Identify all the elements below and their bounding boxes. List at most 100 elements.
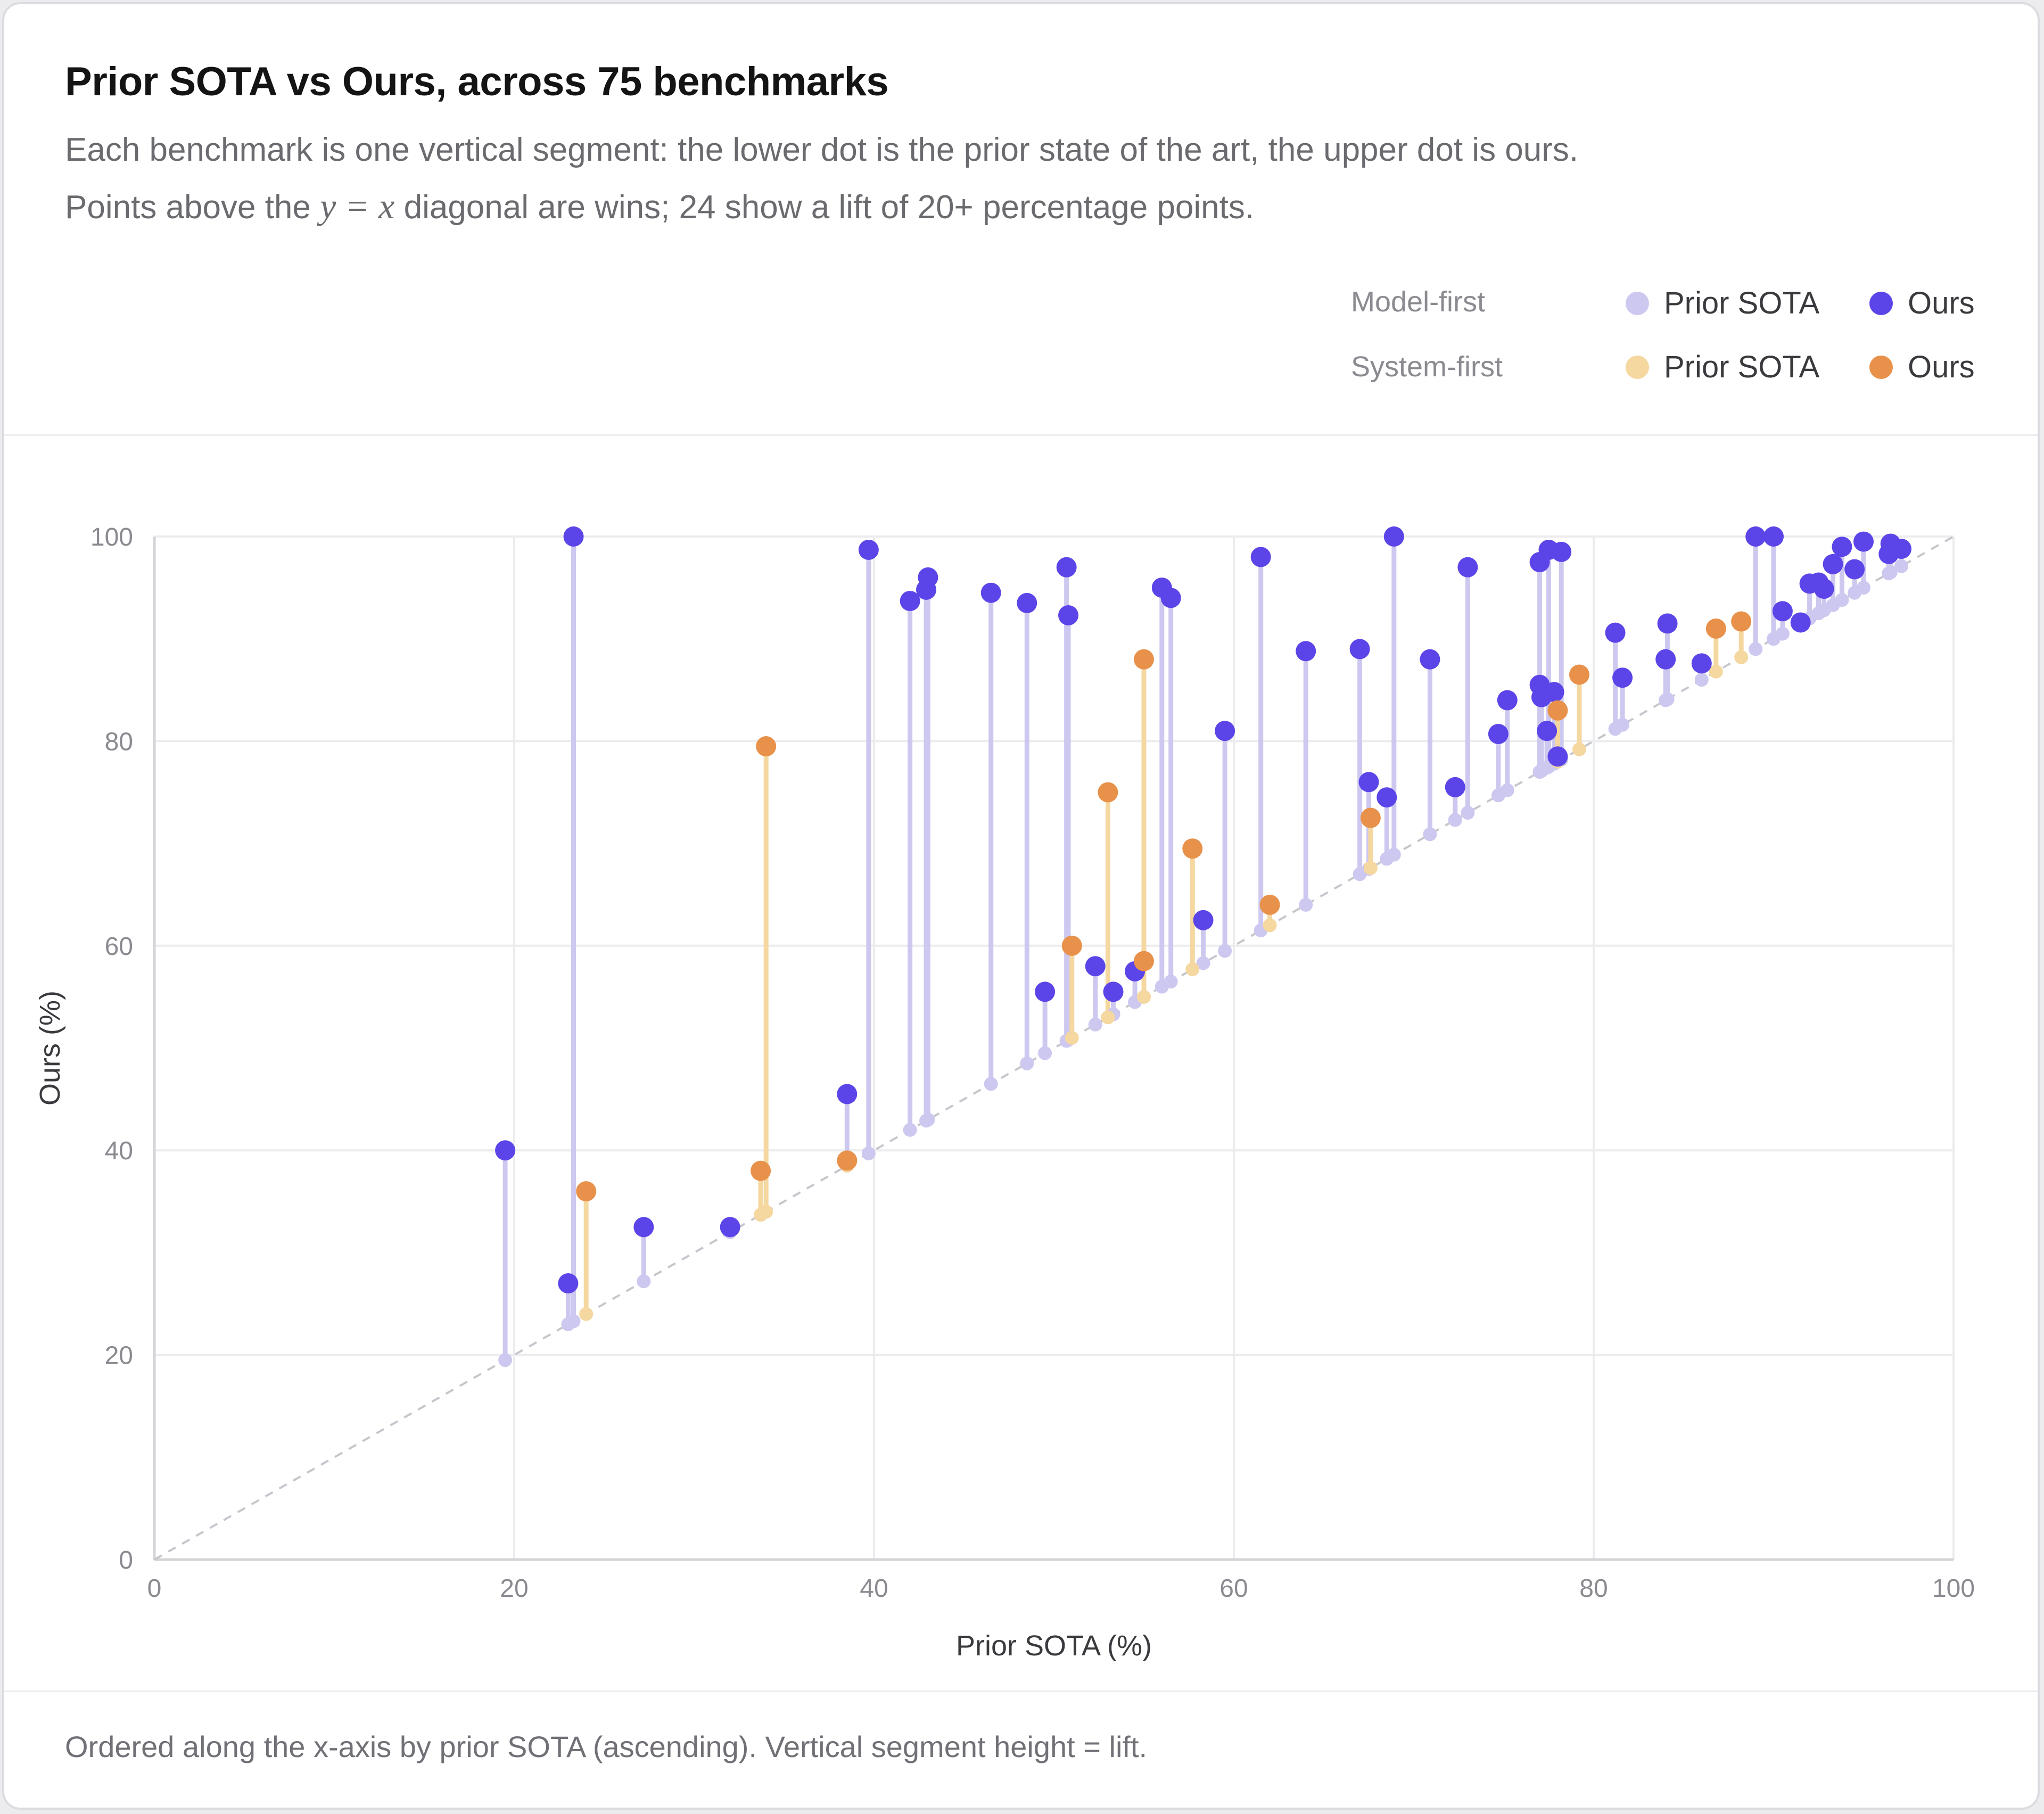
model-first-ours-point [1296,641,1316,662]
system-first-ours-point [1569,664,1589,685]
x-tick-label: 40 [860,1574,888,1603]
diagonal-reference-line [154,535,1954,1561]
model-first-prior-point [1164,975,1178,989]
y-tick-label: 0 [119,1546,133,1574]
model-first-prior-point [1883,565,1898,580]
model-first-ours-point [837,1084,858,1104]
model-first-ours-point [1763,526,1784,547]
legend-model-ours-label: Ours [1908,286,1975,320]
system-first-prior-point [1065,1030,1079,1045]
model-first-prior-point [1461,805,1475,820]
x-axis-title: Prior SOTA (%) [956,1630,1152,1662]
system-first-prior-point [1709,664,1723,679]
subtitle-equation: y = x [320,186,395,226]
model-first-prior-point [1835,593,1849,607]
x-tick-label: 80 [1579,1574,1608,1603]
system-first-prior-point [1572,742,1586,756]
model-first-prior-point [1423,827,1437,842]
system-first-ours-point [1547,700,1568,721]
model-first-ours-point [1691,653,1712,674]
model-first-ours-point [1103,982,1124,1002]
model-first-prior-point [1088,1017,1102,1032]
model-first-ours-point [1085,956,1106,977]
model-first-ours-point [1215,721,1235,741]
model-first-ours-point [563,526,584,547]
model-first-ours-point [900,591,920,612]
model-first-ours-point [1017,592,1037,613]
chart-subtitle-line-1: Each benchmark is one vertical segment: … [65,131,1579,168]
y-tick-label: 80 [105,728,133,756]
footer-note: Ordered along the x-axis by prior SOTA (… [65,1730,1148,1763]
model-first-prior-point [861,1146,876,1160]
model-first-ours-point [1814,579,1834,599]
legend-system-prior: Prior SOTA [1626,349,1819,385]
system-first-ours-point [1134,649,1154,670]
model-first-ours-point [1035,982,1056,1002]
model-first-ours-point [1612,667,1633,688]
model-first-prior-point [637,1274,651,1289]
model-first-prior-point [1694,673,1709,687]
model-first-ours-point [1377,787,1397,808]
chart-header: Prior SOTA vs Ours, across 75 benchmarks… [4,4,2038,436]
y-tick-label: 20 [105,1342,133,1370]
system-first-ours-point [576,1181,597,1202]
system-first-ours-point [1061,935,1082,956]
model-first-ours-point [495,1140,516,1161]
model-first-ours-point [1457,557,1478,578]
system-first-ours-point [1259,894,1280,915]
legend-system-prior-dot [1626,355,1649,379]
model-first-ours-point [1832,537,1852,557]
legend-system-prior-label: Prior SOTA [1664,350,1820,384]
model-first-ours-point [633,1217,654,1238]
model-first-ours-point [1383,526,1404,547]
model-first-prior-point [1660,692,1675,706]
system-first-prior-point [579,1307,594,1321]
model-first-ours-point [1551,541,1572,562]
system-first-ours-point [837,1150,858,1171]
model-first-prior-point [984,1077,998,1091]
model-first-prior-point [1616,718,1630,732]
model-first-ours-point [918,567,938,588]
system-first-prior-point [1363,861,1378,875]
model-first-ours-point [1193,910,1214,930]
x-tick-label: 60 [1219,1574,1248,1603]
model-first-prior-point [921,1112,935,1127]
model-first-prior-point [1857,581,1870,595]
model-first-prior-point [903,1123,917,1137]
system-first-prior-point [1734,650,1749,664]
model-first-ours-point [1537,721,1557,741]
model-first-ours-point [858,539,879,560]
model-first-ours-point [1823,554,1843,574]
model-first-ours-point [1547,746,1568,767]
x-tick-label: 100 [1932,1574,1975,1603]
subtitle-post: diagonal are wins; 24 show a lift of 20+… [394,189,1255,226]
model-first-prior-point [1775,626,1790,641]
legend-system-ours-label: Ours [1908,350,1975,384]
chart-subtitle-line-2: Points above the y = x diagonal are wins… [65,185,1254,227]
model-first-prior-point [1218,944,1232,958]
system-first-ours-point [1360,807,1381,828]
model-first-ours-point [1772,601,1793,622]
chart-title: Prior SOTA vs Ours, across 75 benchmarks [65,59,889,104]
model-first-prior-point [1020,1056,1034,1070]
system-first-prior-point [1185,962,1200,977]
system-first-ours-point [1731,611,1752,632]
model-first-ours-point [720,1217,740,1238]
system-first-ours-point [1098,782,1118,803]
x-tick-label: 20 [500,1574,528,1603]
model-first-ours-point [1790,612,1811,633]
system-first-prior-point [759,1205,773,1219]
system-first-ours-point [1182,838,1203,859]
legend-model-ours-dot [1869,291,1893,315]
model-first-prior-point [1196,956,1210,970]
y-tick-label: 60 [105,933,133,961]
model-first-ours-point [1853,531,1874,552]
model-first-prior-point [1387,847,1401,862]
model-first-prior-point [1500,783,1514,797]
legend-model-prior-label: Prior SOTA [1664,286,1820,320]
model-first-ours-point [1844,559,1865,580]
chart-area: 0 20 40 60 80 100 0 20 40 60 80 100 Prior SOTA (%) Ou… [4,434,2038,1691]
legend-system-ours-dot [1869,355,1893,379]
x-tick-label: 0 [147,1574,162,1603]
